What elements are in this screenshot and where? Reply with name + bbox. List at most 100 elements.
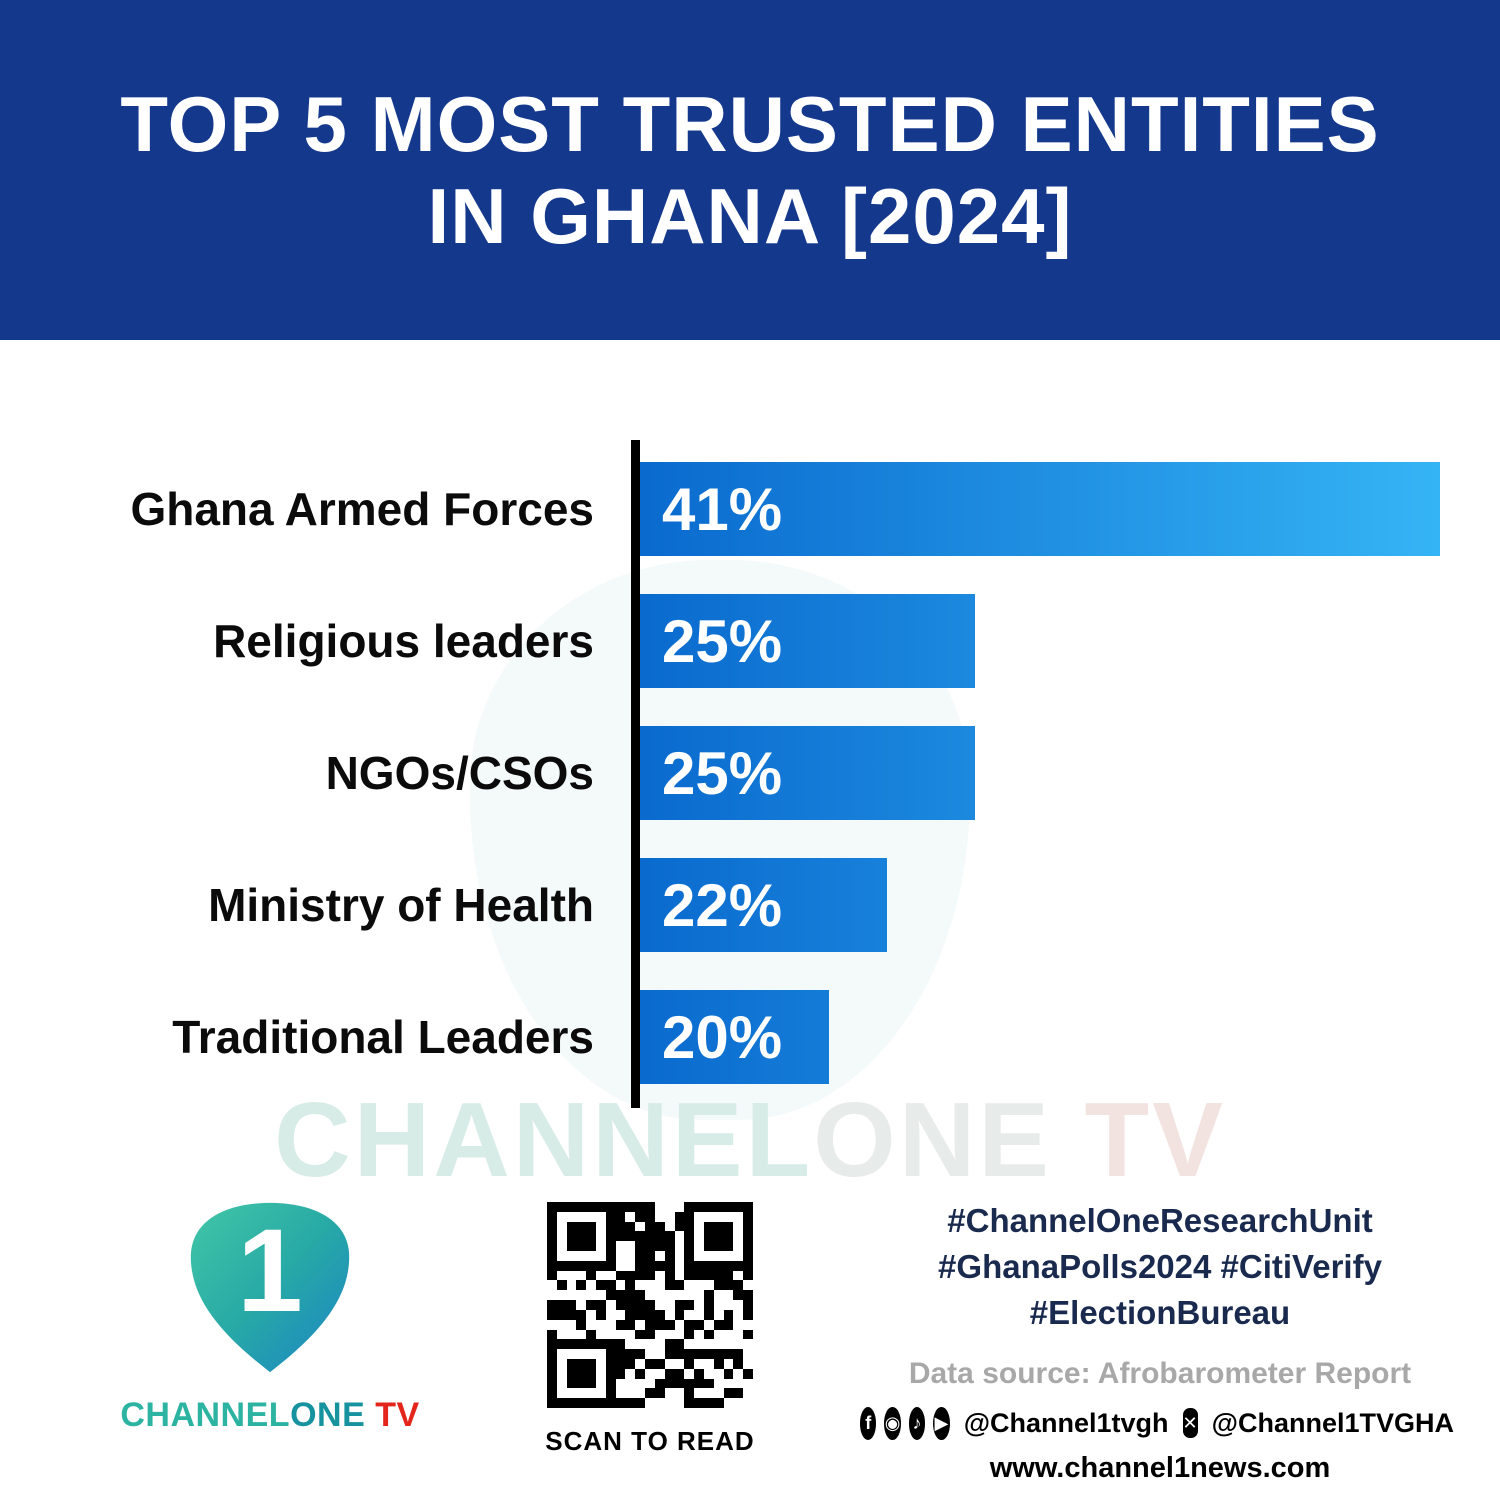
facebook-icon: f bbox=[860, 1406, 877, 1440]
qr-module bbox=[596, 1202, 606, 1212]
qr-module bbox=[605, 1368, 616, 1379]
qr-module bbox=[675, 1231, 685, 1241]
qr-module bbox=[664, 1349, 675, 1359]
qr-module bbox=[713, 1241, 724, 1252]
chart-row: Ghana Armed Forces 41% bbox=[0, 462, 1500, 556]
qr-module bbox=[547, 1251, 557, 1261]
qr-module bbox=[547, 1221, 557, 1232]
qr-module bbox=[625, 1241, 635, 1251]
qr-module bbox=[605, 1358, 616, 1369]
qr-module bbox=[596, 1359, 606, 1369]
qr-module bbox=[586, 1270, 597, 1281]
qr-module bbox=[566, 1231, 577, 1242]
instagram-icon: ◉ bbox=[884, 1406, 901, 1440]
qr-module bbox=[625, 1300, 636, 1310]
qr-module bbox=[576, 1202, 587, 1212]
qr-module bbox=[596, 1231, 606, 1241]
qr-module bbox=[694, 1260, 704, 1271]
qr-module bbox=[645, 1290, 655, 1300]
watermark-part1: CHANNEL bbox=[274, 1081, 814, 1199]
qr-module bbox=[703, 1349, 714, 1359]
bar-chart: Ghana Armed Forces 41% Religious leaders 25… bbox=[0, 440, 1500, 1120]
qr-module bbox=[665, 1222, 675, 1232]
qr-module bbox=[576, 1358, 587, 1369]
qr-module bbox=[605, 1339, 616, 1350]
qr-module bbox=[645, 1329, 655, 1340]
qr-module bbox=[605, 1231, 616, 1242]
qr-block: SCAN TO READ bbox=[533, 1202, 767, 1457]
qr-module bbox=[694, 1270, 704, 1281]
qr-module bbox=[675, 1330, 685, 1340]
qr-module bbox=[723, 1309, 734, 1320]
qr-module bbox=[635, 1251, 646, 1261]
qr-module bbox=[654, 1378, 665, 1389]
qr-module bbox=[547, 1398, 557, 1408]
qr-module bbox=[684, 1358, 695, 1369]
qr-module bbox=[724, 1379, 734, 1389]
qr-module bbox=[654, 1260, 665, 1271]
qr-module bbox=[567, 1251, 577, 1261]
qr-module bbox=[664, 1270, 675, 1281]
qr-module bbox=[615, 1398, 626, 1408]
qr-module bbox=[665, 1310, 675, 1320]
qr-module bbox=[586, 1300, 597, 1310]
qr-module bbox=[567, 1290, 577, 1300]
qr-module bbox=[596, 1212, 606, 1222]
qr-module bbox=[606, 1300, 616, 1310]
qr-module bbox=[625, 1319, 636, 1330]
bar: 41% bbox=[640, 462, 1440, 556]
qr-module bbox=[703, 1329, 714, 1340]
qr-module bbox=[616, 1251, 626, 1261]
qr-module bbox=[547, 1339, 557, 1350]
qr-module bbox=[625, 1358, 636, 1369]
qr-module bbox=[733, 1349, 744, 1359]
bar: 25% bbox=[640, 594, 975, 688]
qr-module bbox=[596, 1369, 606, 1379]
qr-module bbox=[674, 1300, 685, 1310]
qr-module bbox=[694, 1378, 704, 1389]
qr-module bbox=[684, 1349, 695, 1359]
qr-module bbox=[743, 1260, 753, 1271]
chart-row: Traditional Leaders 20% bbox=[0, 990, 1500, 1084]
qr-module bbox=[654, 1388, 665, 1399]
qr-module bbox=[655, 1349, 665, 1359]
qr-module bbox=[684, 1202, 695, 1212]
qr-module bbox=[645, 1260, 655, 1271]
qr-module bbox=[635, 1368, 646, 1379]
data-source-note: Data source: Afrobarometer Report bbox=[908, 1356, 1412, 1390]
qr-module bbox=[694, 1398, 704, 1408]
bar-category-label: Traditional Leaders bbox=[172, 1011, 594, 1063]
qr-module bbox=[567, 1330, 577, 1340]
qr-module bbox=[596, 1379, 606, 1389]
qr-module bbox=[645, 1300, 655, 1310]
qr-module bbox=[596, 1300, 606, 1310]
qr-module bbox=[557, 1241, 567, 1251]
qr-module bbox=[723, 1202, 734, 1212]
qr-module bbox=[694, 1310, 704, 1320]
qr-module bbox=[655, 1300, 665, 1310]
qr-module bbox=[684, 1290, 694, 1300]
qr-module bbox=[645, 1309, 655, 1320]
qr-module bbox=[645, 1211, 655, 1222]
qr-module bbox=[557, 1379, 567, 1389]
qr-module bbox=[664, 1231, 675, 1242]
qr-module bbox=[635, 1398, 646, 1408]
qr-module bbox=[674, 1378, 685, 1389]
qr-module bbox=[714, 1339, 724, 1349]
qr-module bbox=[616, 1261, 626, 1271]
qr-module bbox=[675, 1202, 685, 1212]
social-row: f ◉ ♪ ▶ @Channel1tvgh ✕ @Channel1TVGHA bbox=[860, 1406, 1460, 1440]
qr-module bbox=[684, 1378, 695, 1389]
qr-module bbox=[743, 1320, 753, 1330]
qr-module bbox=[557, 1359, 567, 1369]
qr-module bbox=[694, 1280, 704, 1290]
qr-module bbox=[635, 1329, 646, 1340]
qr-module bbox=[713, 1231, 724, 1242]
qr-module bbox=[605, 1349, 616, 1359]
qr-module bbox=[704, 1369, 714, 1379]
qr-module bbox=[674, 1368, 685, 1379]
qr-module bbox=[665, 1202, 675, 1212]
qr-module bbox=[547, 1320, 557, 1330]
qr-module bbox=[547, 1388, 557, 1399]
qr-module bbox=[723, 1280, 734, 1291]
